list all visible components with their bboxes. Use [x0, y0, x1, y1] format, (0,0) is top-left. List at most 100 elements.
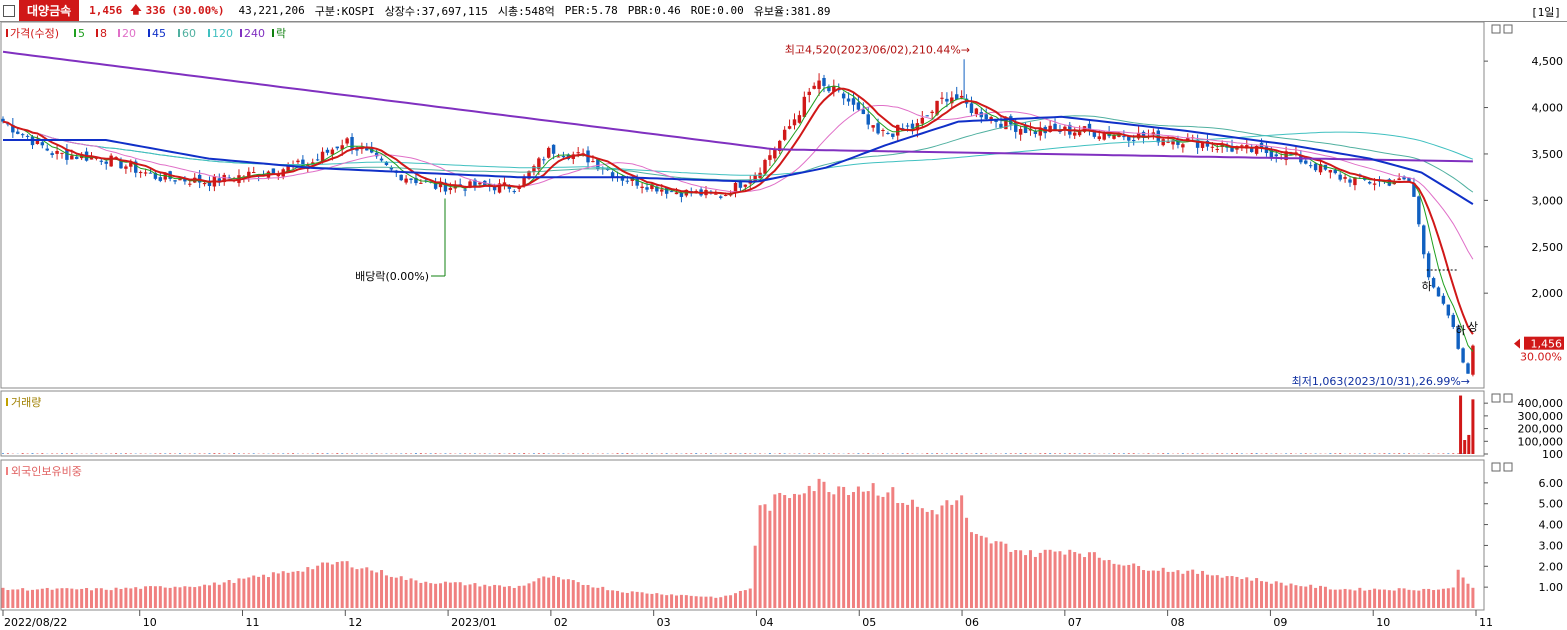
volume-bar [1388, 453, 1391, 454]
foreign-bar [1348, 589, 1352, 608]
foreign-bar [1, 587, 5, 608]
candle [163, 172, 167, 180]
volume-bar [926, 453, 929, 454]
candle [325, 149, 330, 153]
candle [1387, 179, 1392, 186]
foreign-bar [468, 584, 472, 608]
candle [1308, 165, 1313, 167]
candle [188, 183, 192, 185]
foreign-bar [1161, 567, 1165, 608]
panel-close-icon [1503, 393, 1513, 403]
volume-tick-label: 100 [1542, 448, 1563, 461]
candle [1372, 183, 1377, 185]
foreign-bar [758, 505, 762, 608]
candle [827, 86, 831, 92]
candle [984, 114, 988, 120]
foreign-bar [1358, 587, 1362, 608]
candle [158, 177, 163, 181]
candle [1230, 145, 1234, 152]
ma-120-line [2, 121, 1474, 176]
foreign-bar [1333, 589, 1337, 608]
candle [1131, 140, 1136, 142]
foreign-bar [35, 589, 39, 608]
foreign-bar [714, 597, 718, 608]
per-value: PER:5.78 [564, 4, 618, 17]
foreign-bar [153, 586, 157, 608]
foreign-bar [1456, 569, 1460, 608]
volume-tick-label: 200,000 [1518, 423, 1564, 436]
foreign-bar [842, 486, 846, 608]
candle [1141, 131, 1146, 137]
candle [310, 162, 315, 164]
legend-label-1: 5 [78, 27, 85, 40]
volume-bar [498, 453, 501, 454]
foreign-bar [478, 586, 482, 608]
candle [1161, 139, 1165, 146]
candle [1353, 177, 1357, 186]
foreign-bar [89, 590, 93, 608]
candle [473, 179, 477, 187]
candle [532, 166, 536, 172]
candle [173, 180, 177, 182]
panel-close-icon [1503, 24, 1513, 34]
volume-bar [178, 453, 181, 454]
candle [340, 145, 344, 150]
foreign-bar [65, 588, 69, 608]
price-tick-label: 3,500 [1532, 148, 1564, 161]
candle [320, 151, 325, 162]
foreign-bar [1196, 573, 1200, 608]
foreign-bar [1471, 587, 1475, 608]
candle [1367, 181, 1372, 184]
volume-spike-bar [1467, 434, 1471, 454]
foreign-bar [1028, 550, 1032, 608]
select-checkbox[interactable] [3, 4, 15, 17]
candle [1417, 196, 1421, 225]
foreign-bar [448, 582, 452, 608]
foreign-bar [1058, 551, 1062, 608]
volume-legend-label: 거래량 [11, 396, 41, 409]
candle [6, 123, 10, 125]
stock-name[interactable]: 대양금속 [19, 0, 80, 21]
foreign-bar [434, 583, 438, 608]
foreign-bar [1378, 589, 1382, 608]
foreign-bar [866, 491, 870, 608]
foreign-bar [94, 588, 98, 608]
volume-bar [542, 453, 545, 454]
period-selector[interactable]: [1일] [1531, 6, 1561, 19]
legend-swatch-5 [178, 29, 180, 37]
candle [753, 175, 757, 181]
foreign-bar [566, 579, 570, 608]
foreign-bar [1250, 580, 1254, 608]
volume-bar [1024, 453, 1027, 454]
foreign-bar [748, 588, 752, 608]
volume-bar [1231, 453, 1234, 454]
foreign-bar [1299, 586, 1303, 608]
candle [301, 159, 305, 167]
candle [856, 102, 861, 110]
foreign-bar [1122, 565, 1126, 608]
foreign-bar [965, 517, 969, 608]
candle [271, 168, 276, 175]
current-price-label: 1,456 [1531, 338, 1563, 351]
foreign-bar [1004, 543, 1008, 608]
candle [945, 98, 949, 102]
foreign-bar [561, 579, 565, 608]
candle [1397, 178, 1401, 181]
foreign-bar [670, 594, 674, 608]
candle [1210, 146, 1215, 148]
volume-bar [70, 453, 73, 454]
candle [379, 158, 384, 161]
volume-bar [1049, 453, 1052, 454]
volume-bar [1216, 453, 1219, 454]
x-tick-label: 03 [657, 616, 671, 629]
x-tick-label: 11 [1479, 616, 1493, 629]
foreign-bar [650, 593, 654, 608]
volume-bar [695, 453, 698, 454]
volume-spike-bar [1459, 395, 1463, 454]
candle [846, 98, 851, 102]
candle [1181, 144, 1185, 148]
candle [768, 155, 772, 160]
legend-swatch-1 [74, 29, 76, 37]
candle [345, 138, 349, 144]
foreign-bar [891, 487, 895, 608]
